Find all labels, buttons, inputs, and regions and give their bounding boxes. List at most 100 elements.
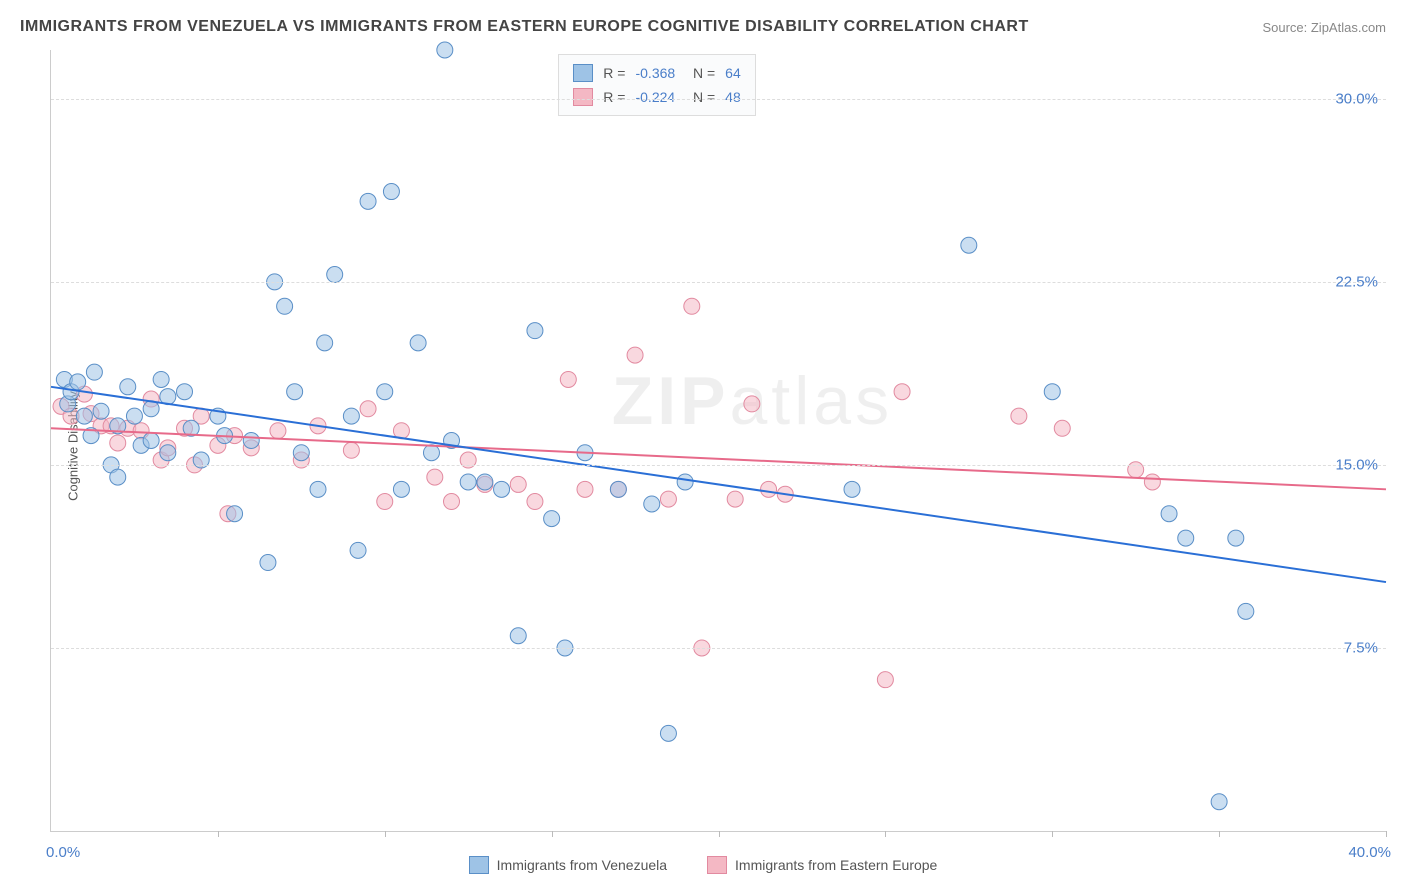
data-point: [727, 491, 743, 507]
data-point: [427, 469, 443, 485]
data-point: [1161, 506, 1177, 522]
data-point: [377, 494, 393, 510]
correlation-row-venezuela: R = -0.368 N = 64: [573, 61, 740, 85]
r-label: R =: [603, 85, 625, 109]
swatch-venezuela-icon: [573, 64, 593, 82]
data-point: [610, 481, 626, 497]
n-label: N =: [685, 61, 715, 85]
series-legend: Immigrants from Venezuela Immigrants fro…: [0, 856, 1406, 874]
data-point: [327, 267, 343, 283]
data-point: [383, 184, 399, 200]
data-point: [477, 474, 493, 490]
regression-line: [51, 428, 1386, 489]
data-point: [744, 396, 760, 412]
y-tick-label: 7.5%: [1344, 639, 1378, 656]
chart-title: IMMIGRANTS FROM VENEZUELA VS IMMIGRANTS …: [20, 18, 1029, 36]
grid-line: [51, 465, 1386, 466]
x-tick: [719, 831, 720, 837]
data-point: [423, 445, 439, 461]
data-point: [310, 481, 326, 497]
y-tick-label: 30.0%: [1335, 90, 1378, 107]
data-point: [444, 494, 460, 510]
grid-line: [51, 282, 1386, 283]
data-point: [110, 435, 126, 451]
r-value-eastern-europe: -0.224: [635, 85, 675, 109]
data-point: [377, 384, 393, 400]
data-point: [177, 384, 193, 400]
n-label: N =: [685, 85, 715, 109]
legend-label-eastern-europe: Immigrants from Eastern Europe: [735, 857, 937, 873]
data-point: [350, 542, 366, 558]
x-tick: [385, 831, 386, 837]
data-point: [1228, 530, 1244, 546]
data-point: [560, 371, 576, 387]
swatch-eastern-europe-icon: [573, 88, 593, 106]
data-point: [120, 379, 136, 395]
data-point: [1238, 603, 1254, 619]
data-point: [761, 481, 777, 497]
data-point: [227, 506, 243, 522]
data-point: [1011, 408, 1027, 424]
data-point: [410, 335, 426, 351]
data-point: [494, 481, 510, 497]
data-point: [627, 347, 643, 363]
legend-label-venezuela: Immigrants from Venezuela: [497, 857, 667, 873]
data-point: [126, 408, 142, 424]
x-tick: [1052, 831, 1053, 837]
y-tick-label: 15.0%: [1335, 456, 1378, 473]
n-value-venezuela: 64: [725, 61, 741, 85]
data-point: [270, 423, 286, 439]
swatch-eastern-europe-icon: [707, 856, 727, 874]
grid-line: [51, 99, 1386, 100]
data-point: [527, 323, 543, 339]
data-point: [510, 476, 526, 492]
data-point: [644, 496, 660, 512]
data-point: [86, 364, 102, 380]
x-tick: [1386, 831, 1387, 837]
data-point: [894, 384, 910, 400]
x-tick: [1219, 831, 1220, 837]
data-point: [343, 408, 359, 424]
data-point: [877, 672, 893, 688]
data-point: [287, 384, 303, 400]
x-tick: [218, 831, 219, 837]
correlation-legend-box: R = -0.368 N = 64 R = -0.224 N = 48: [558, 54, 755, 116]
data-point: [844, 481, 860, 497]
data-point: [393, 481, 409, 497]
data-point: [153, 371, 169, 387]
data-point: [1211, 794, 1227, 810]
data-point: [277, 298, 293, 314]
scatter-svg: [51, 50, 1386, 831]
data-point: [343, 442, 359, 458]
correlation-row-eastern-europe: R = -0.224 N = 48: [573, 85, 740, 109]
x-tick: [552, 831, 553, 837]
source-label: Source: ZipAtlas.com: [1262, 20, 1386, 35]
y-tick-label: 22.5%: [1335, 273, 1378, 290]
regression-line: [51, 387, 1386, 582]
data-point: [510, 628, 526, 644]
data-point: [76, 408, 92, 424]
data-point: [360, 401, 376, 417]
data-point: [143, 433, 159, 449]
data-point: [70, 374, 86, 390]
data-point: [160, 445, 176, 461]
data-point: [684, 298, 700, 314]
data-point: [1044, 384, 1060, 400]
data-point: [660, 725, 676, 741]
legend-item-eastern-europe: Immigrants from Eastern Europe: [707, 856, 937, 874]
data-point: [243, 433, 259, 449]
data-point: [577, 481, 593, 497]
data-point: [437, 42, 453, 58]
data-point: [527, 494, 543, 510]
data-point: [1178, 530, 1194, 546]
data-point: [961, 237, 977, 253]
data-point: [93, 403, 109, 419]
r-value-venezuela: -0.368: [635, 61, 675, 85]
data-point: [660, 491, 676, 507]
chart-plot-area: ZIPatlas R = -0.368 N = 64 R = -0.224 N …: [50, 50, 1386, 832]
data-point: [1144, 474, 1160, 490]
data-point: [460, 474, 476, 490]
data-point: [293, 445, 309, 461]
data-point: [317, 335, 333, 351]
r-label: R =: [603, 61, 625, 85]
